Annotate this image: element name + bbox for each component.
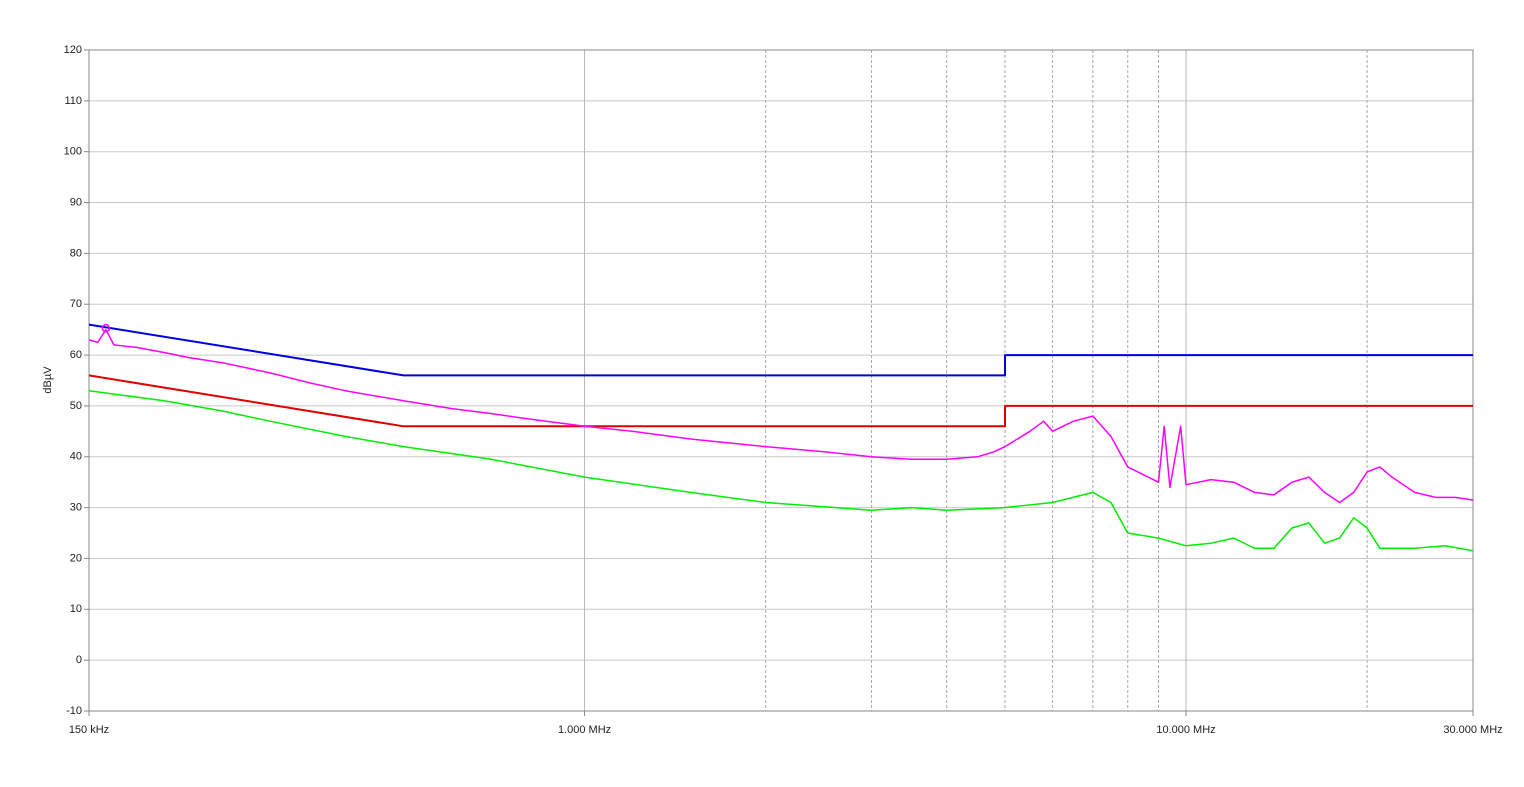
y-tick-label: 30	[70, 502, 82, 514]
x-tick-label: 150 kHz	[69, 724, 109, 736]
y-tick-label: 70	[70, 298, 82, 310]
series-line	[88, 328, 1474, 504]
y-tick-label: 90	[70, 196, 82, 208]
y-tick-label: 60	[70, 349, 82, 361]
peak-marker	[101, 323, 111, 333]
series-line	[88, 374, 1473, 428]
y-tick-label: 120	[64, 44, 82, 56]
series-line	[88, 323, 1473, 377]
plot-border	[88, 49, 1474, 712]
x-tick-label: 10.000 MHz	[1156, 724, 1215, 736]
y-tick-label: 80	[70, 247, 82, 259]
y-tick-label: -10	[66, 705, 82, 717]
x-tick-label: 1.000 MHz	[558, 724, 611, 736]
y-axis-label: dBµV	[42, 366, 54, 394]
y-tick-label: 0	[76, 654, 82, 666]
y-tick-label: 100	[64, 146, 82, 158]
x-tick-label: 30.000 MHz	[1443, 724, 1502, 736]
series-line	[88, 389, 1474, 552]
y-tick-label: 110	[64, 95, 82, 107]
y-tick-label: 20	[70, 552, 82, 564]
y-tick-label: 40	[70, 451, 82, 463]
y-tick-label: 10	[70, 603, 82, 615]
y-tick-label: 50	[70, 400, 82, 412]
